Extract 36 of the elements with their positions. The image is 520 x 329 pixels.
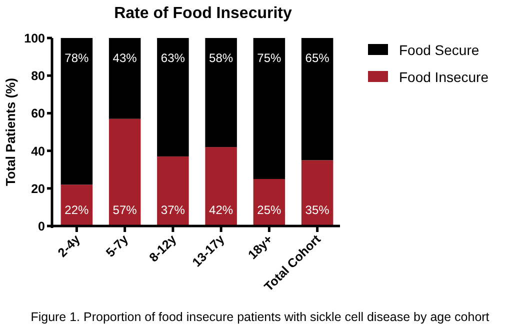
data-label: 35% [305,203,330,217]
data-label: 78% [64,51,90,65]
bar [253,38,286,179]
bar [253,179,286,226]
legend-label: Food Secure [399,42,480,58]
y-tick-label: 0 [38,220,46,234]
legend-label: Food Insecure [399,69,489,85]
y-tick-label: 80 [31,69,46,84]
bar [157,38,189,156]
y-tick-label: 40 [31,144,46,158]
data-label: 22% [64,203,90,217]
data-label: 43% [112,51,138,65]
bar [301,38,334,160]
caption: Figure 1. Proportion of food insecure patients with sickle cell disease by age cohort [30,310,490,324]
y-tick-label: 20 [31,182,46,196]
data-label: 75% [257,51,282,65]
bar [60,38,93,185]
bar [108,118,141,226]
data-label: 65% [305,51,330,65]
data-label: 57% [112,203,138,217]
data-label: 37% [160,203,186,217]
y-tick-label: 100 [24,32,46,46]
x-tick-label: 5-7y [103,232,131,260]
y-tick-label: 60 [31,106,46,121]
bar [301,160,334,226]
bar [108,38,141,119]
data-label: 25% [257,203,282,217]
y-axis-title: Total Patients (%) [3,78,18,186]
bar [157,156,189,226]
chart-title: Rate of Food Insecurity [114,5,292,22]
bar [205,38,237,148]
data-label: 58% [209,51,234,65]
bar [205,147,237,226]
data-label: 63% [160,51,186,65]
data-label: 42% [209,203,234,217]
bar [60,184,93,226]
